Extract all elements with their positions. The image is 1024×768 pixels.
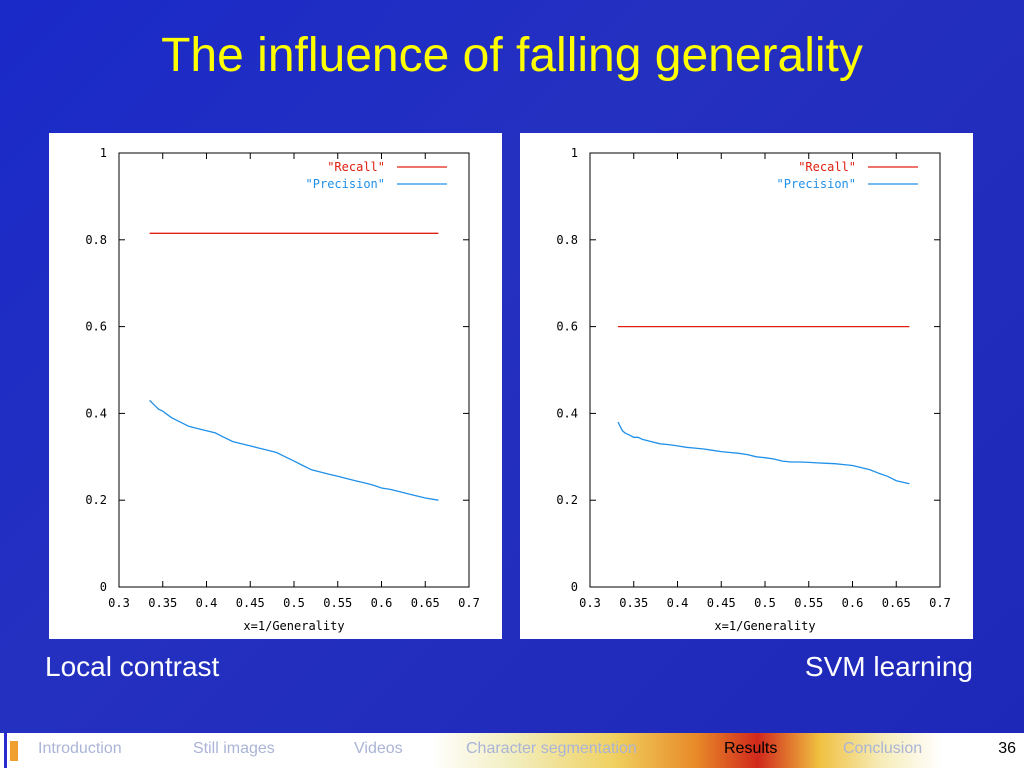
chart-panel-local-contrast: 0 0.2 0.4 0.6 0.8 1 0.3 0.35 0.4 0.45 0.5 0.55 0.6 0.…	[49, 133, 502, 639]
nav-item-conclusion[interactable]: Conclusion	[843, 740, 923, 757]
navigation-bar: Introduction Still images Videos Charact…	[0, 733, 1024, 768]
nav-item-still-images[interactable]: Still images	[193, 740, 275, 757]
y-tick-label: 0.6	[85, 320, 107, 334]
x-tick-label: 0.7	[929, 596, 951, 610]
y-tick-label: 0.8	[556, 233, 578, 247]
y-tick-label: 0.2	[85, 493, 107, 507]
y-tick-label: 1	[571, 146, 578, 160]
y-tick-label: 1	[100, 146, 107, 160]
x-tick-label: 0.65	[882, 596, 911, 610]
x-tick-label: 0.55	[794, 596, 823, 610]
x-tick-label: 0.5	[754, 596, 776, 610]
y-tick-label: 0.8	[85, 233, 107, 247]
x-tick-label: 0.7	[458, 596, 480, 610]
legend-label-recall: "Recall"	[327, 160, 385, 174]
plot-frame	[118, 152, 470, 588]
legend-label-recall: "Recall"	[798, 160, 856, 174]
x-tick-label: 0.65	[411, 596, 440, 610]
y-tick-label: 0	[571, 580, 578, 594]
legend-label-precision: "Precision"	[777, 177, 856, 191]
chart-panel-svm-learning: 0 0.2 0.4 0.6 0.8 1 0.3 0.35 0.4 0.45 0.5 0.55 0.6 0.…	[520, 133, 973, 639]
y-tick-label: 0.6	[556, 320, 578, 334]
x-tick-label: 0.5	[283, 596, 305, 610]
x-tick-label: 0.4	[667, 596, 689, 610]
legend-label-precision: "Precision"	[306, 177, 385, 191]
plot-frame	[589, 152, 941, 588]
y-tick-label: 0.4	[85, 406, 107, 420]
caption-local-contrast: Local contrast	[45, 651, 220, 682]
x-axis-label: x=1/Generality	[714, 619, 815, 633]
page-number: 36	[998, 740, 1016, 757]
y-tick-label: 0.2	[556, 493, 578, 507]
x-tick-label: 0.3	[108, 596, 130, 610]
x-tick-label: 0.35	[148, 596, 177, 610]
slide-title: The influence of falling generality	[161, 29, 863, 82]
x-tick-label: 0.4	[196, 596, 218, 610]
x-tick-label: 0.6	[371, 596, 393, 610]
x-axis-label: x=1/Generality	[243, 619, 344, 633]
nav-left-stripe	[4, 733, 7, 768]
chart-svm-learning: 0 0.2 0.4 0.6 0.8 1 0.3 0.35 0.4 0.45 0.5 0.55 0.6 0.…	[556, 146, 951, 633]
series-line-precision	[617, 421, 910, 485]
x-tick-label: 0.45	[236, 596, 265, 610]
nav-item-introduction[interactable]: Introduction	[38, 740, 122, 757]
x-tick-label: 0.3	[579, 596, 601, 610]
y-tick-label: 0.4	[556, 406, 578, 420]
caption-svm-learning: SVM learning	[804, 651, 973, 682]
y-tick-label: 0	[100, 580, 107, 594]
nav-item-results[interactable]: Results	[724, 740, 778, 757]
x-tick-label: 0.35	[619, 596, 648, 610]
x-tick-label: 0.6	[842, 596, 864, 610]
nav-bullet-icon	[10, 741, 18, 761]
x-tick-label: 0.55	[323, 596, 352, 610]
nav-item-character-segmentation[interactable]: Character segmentation	[466, 740, 637, 757]
x-tick-label: 0.45	[707, 596, 736, 610]
series-line-precision	[149, 399, 439, 501]
chart-local-contrast: 0 0.2 0.4 0.6 0.8 1 0.3 0.35 0.4 0.45 0.5 0.55 0.6 0.…	[85, 146, 480, 633]
nav-item-videos[interactable]: Videos	[354, 740, 403, 757]
